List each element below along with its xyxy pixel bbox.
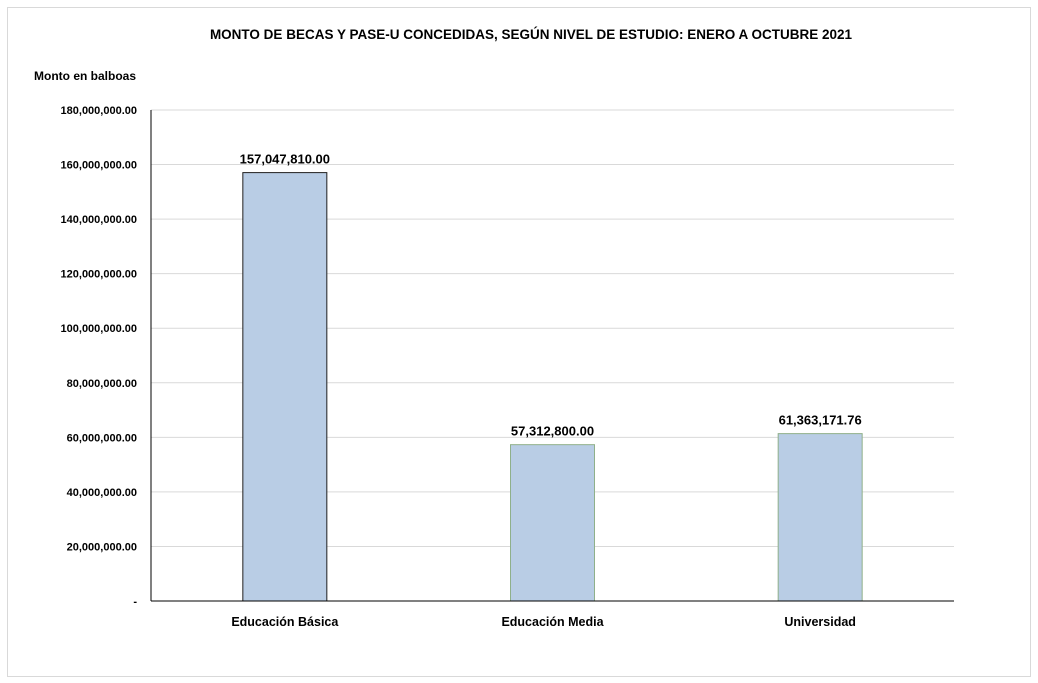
- y-tick-label: 180,000,000.00: [61, 105, 137, 117]
- bars: [242, 172, 863, 602]
- y-tick-label: 120,000,000.00: [61, 269, 137, 281]
- y-tick-label: 20,000,000.00: [67, 541, 137, 553]
- y-axis-ticks: - 20,000,000.00 40,000,000.00 60,000,000.00…: [61, 105, 138, 608]
- bar-2: [510, 444, 595, 602]
- data-labels: 157,047,810.00 57,312,800.00 61,363,171.76: [240, 152, 862, 439]
- category-label-3: Universidad: [784, 615, 856, 629]
- data-label-1: 157,047,810.00: [240, 152, 330, 167]
- y-tick-label: 160,000,000.00: [61, 160, 137, 172]
- y-tick-label: 60,000,000.00: [67, 432, 137, 444]
- data-label-3: 61,363,171.76: [779, 413, 862, 428]
- chart-frame: MONTO DE BECAS Y PASE-U CONCEDIDAS, SEGÚ…: [7, 7, 1031, 677]
- y-axis-label: Monto en balboas: [34, 69, 136, 83]
- category-label-2: Educación Media: [501, 615, 604, 629]
- y-tick-label: 80,000,000.00: [67, 378, 137, 390]
- chart-title: MONTO DE BECAS Y PASE-U CONCEDIDAS, SEGÚ…: [210, 27, 853, 42]
- y-tick-label: -: [133, 596, 137, 608]
- category-label-1: Educación Básica: [231, 615, 339, 629]
- bar-3: [777, 433, 863, 602]
- y-tick-label: 40,000,000.00: [67, 487, 137, 499]
- category-labels: Educación Básica Educación Media Universid…: [231, 615, 856, 629]
- y-tick-label: 140,000,000.00: [61, 214, 137, 226]
- y-tick-label: 100,000,000.00: [61, 323, 137, 335]
- data-label-2: 57,312,800.00: [511, 424, 594, 439]
- bar-1: [242, 172, 328, 602]
- bar-chart: MONTO DE BECAS Y PASE-U CONCEDIDAS, SEGÚ…: [34, 27, 954, 629]
